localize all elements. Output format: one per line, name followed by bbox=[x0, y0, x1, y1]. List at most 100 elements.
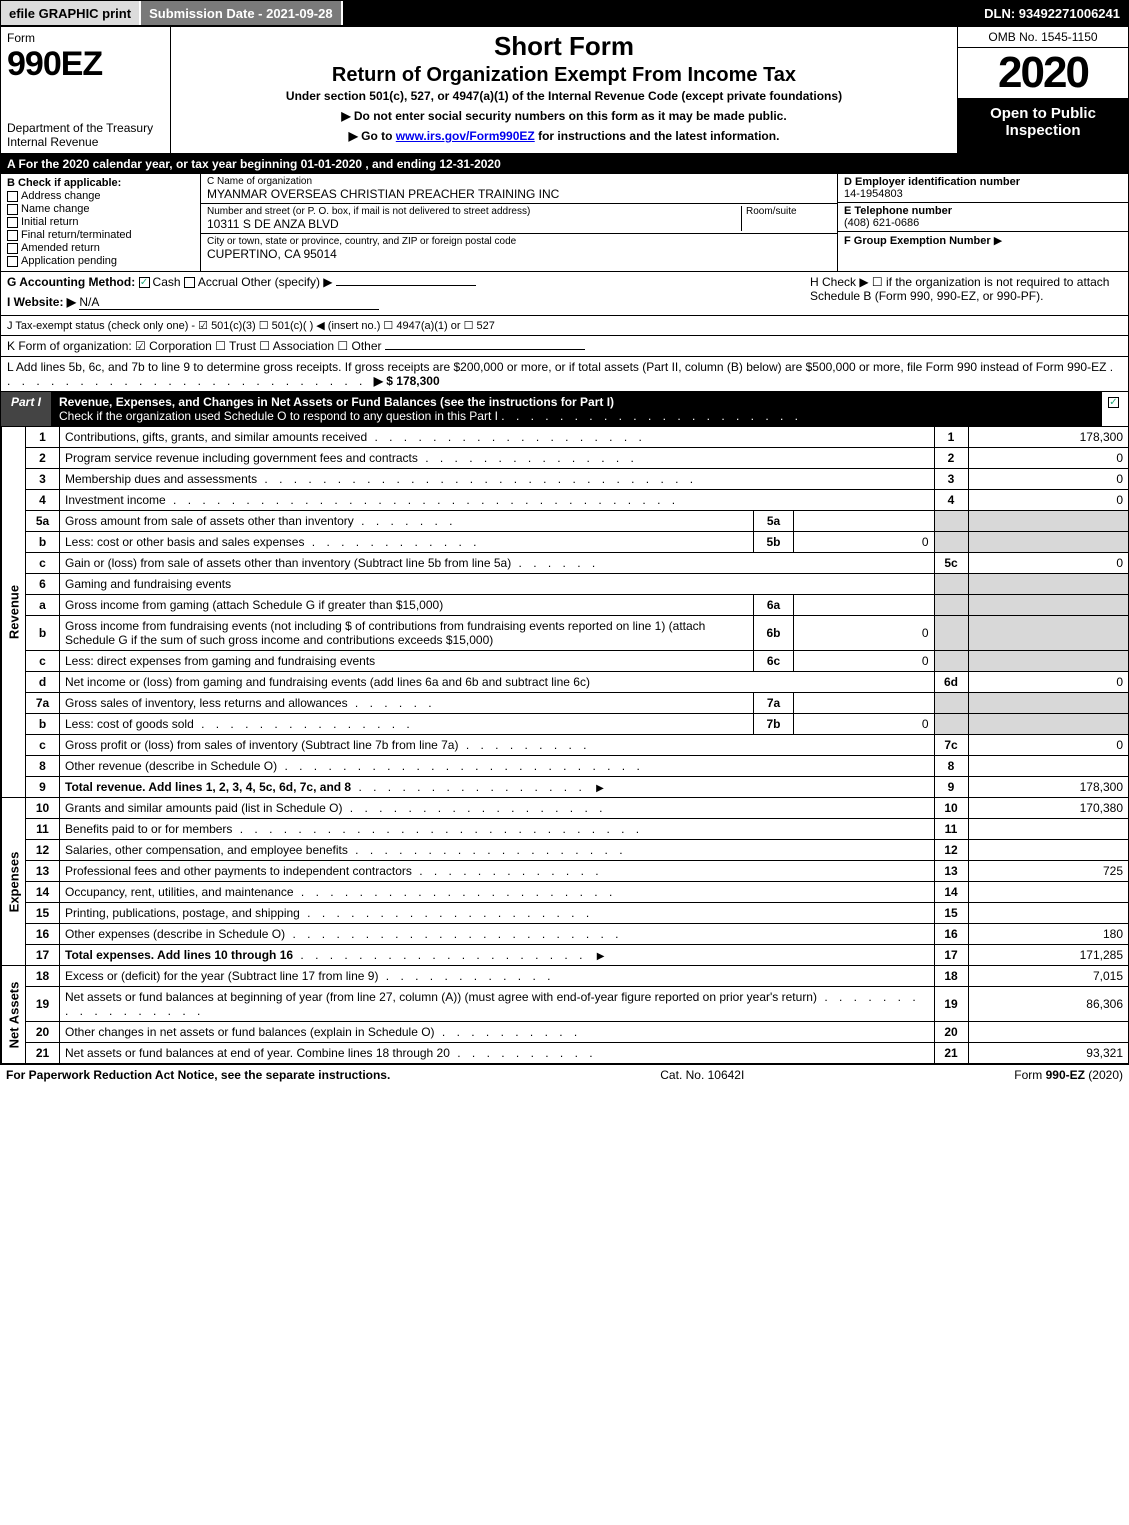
part1-checkbox[interactable] bbox=[1102, 392, 1128, 426]
chk-cash[interactable] bbox=[139, 277, 150, 288]
open-to-public: Open to Public Inspection bbox=[958, 99, 1128, 153]
line-g-h: H Check ▶ ☐ if the organization is not r… bbox=[1, 272, 1128, 316]
k-text: K Form of organization: ☑ Corporation ☐ … bbox=[7, 339, 382, 353]
irs-link[interactable]: www.irs.gov/Form990EZ bbox=[396, 129, 535, 143]
chk-initial-return[interactable]: Initial return bbox=[7, 216, 194, 228]
table-row: 6Gaming and fundraising events bbox=[2, 574, 1129, 595]
c-addr: Number and street (or P. O. box, if mail… bbox=[201, 204, 837, 234]
org-address: 10311 S DE ANZA BLVD bbox=[207, 217, 741, 231]
table-row: 12Salaries, other compensation, and empl… bbox=[2, 840, 1129, 861]
col-d: D Employer identification number 14-1954… bbox=[838, 174, 1128, 271]
c-name-label: C Name of organization bbox=[207, 176, 831, 187]
footer-left: For Paperwork Reduction Act Notice, see … bbox=[6, 1068, 390, 1082]
table-row: 14Occupancy, rent, utilities, and mainte… bbox=[2, 882, 1129, 903]
g-cash: Cash bbox=[153, 275, 181, 289]
col-c: C Name of organization MYANMAR OVERSEAS … bbox=[201, 174, 838, 271]
table-row: 8Other revenue (describe in Schedule O) … bbox=[2, 756, 1129, 777]
department: Department of the Treasury Internal Reve… bbox=[7, 121, 164, 149]
footer-right: Form 990-EZ (2020) bbox=[1014, 1068, 1123, 1082]
omb-number: OMB No. 1545-1150 bbox=[958, 27, 1128, 48]
table-row: bLess: cost or other basis and sales exp… bbox=[2, 532, 1129, 553]
org-city: CUPERTINO, CA 95014 bbox=[207, 247, 831, 261]
footer-mid: Cat. No. 10642I bbox=[660, 1068, 744, 1082]
table-row: 16Other expenses (describe in Schedule O… bbox=[2, 924, 1129, 945]
table-row: 21Net assets or fund balances at end of … bbox=[2, 1043, 1129, 1064]
c-name: C Name of organization MYANMAR OVERSEAS … bbox=[201, 174, 837, 204]
table-row: 7aGross sales of inventory, less returns… bbox=[2, 693, 1129, 714]
ein-label: D Employer identification number bbox=[844, 176, 1122, 188]
bullet-post: for instructions and the latest informat… bbox=[535, 129, 780, 143]
table-row: 4Investment income . . . . . . . . . . .… bbox=[2, 490, 1129, 511]
line-amt: 178,300 bbox=[968, 427, 1128, 448]
group-arrow-icon: ▶ bbox=[994, 235, 1002, 247]
table-row: cLess: direct expenses from gaming and f… bbox=[2, 651, 1129, 672]
e-tel: E Telephone number (408) 621-0686 bbox=[838, 203, 1128, 232]
table-row: Net Assets 18Excess or (deficit) for the… bbox=[2, 966, 1129, 987]
table-row: cGross profit or (loss) from sales of in… bbox=[2, 735, 1129, 756]
efile-print[interactable]: efile GRAPHIC print bbox=[1, 1, 141, 25]
subtitle: Under section 501(c), 527, or 4947(a)(1)… bbox=[179, 89, 949, 103]
tax-year: 2020 bbox=[958, 48, 1128, 99]
chk-address-change[interactable]: Address change bbox=[7, 190, 194, 202]
table-row: 17Total expenses. Add lines 10 through 1… bbox=[2, 945, 1129, 966]
revenue-side-label: Revenue bbox=[2, 427, 26, 798]
g-other: Other (specify) ▶ bbox=[241, 275, 332, 289]
table-row: cGain or (loss) from sale of assets othe… bbox=[2, 553, 1129, 574]
line-l: L Add lines 5b, 6c, and 7b to line 9 to … bbox=[1, 357, 1128, 392]
line-no: 1 bbox=[26, 427, 60, 448]
ein-value: 14-1954803 bbox=[844, 188, 1122, 200]
l-amount: ▶ $ 178,300 bbox=[374, 374, 440, 388]
section-bcd: B Check if applicable: Address change Na… bbox=[1, 174, 1128, 272]
part1-sub: Check if the organization used Schedule … bbox=[59, 409, 498, 423]
table-row: 5aGross amount from sale of assets other… bbox=[2, 511, 1129, 532]
col-b: B Check if applicable: Address change Na… bbox=[1, 174, 201, 271]
b-label: B Check if applicable: bbox=[7, 177, 194, 189]
title-return: Return of Organization Exempt From Incom… bbox=[179, 64, 949, 87]
table-row: dNet income or (loss) from gaming and fu… bbox=[2, 672, 1129, 693]
table-row: Revenue 1 Contributions, gifts, grants, … bbox=[2, 427, 1129, 448]
chk-accrual[interactable] bbox=[184, 277, 195, 288]
g-label: G Accounting Method: bbox=[7, 275, 135, 289]
c-city: City or town, state or province, country… bbox=[201, 234, 837, 263]
table-row: 13Professional fees and other payments t… bbox=[2, 861, 1129, 882]
tel-label: E Telephone number bbox=[844, 205, 1122, 217]
top-bar: efile GRAPHIC print Submission Date - 20… bbox=[0, 0, 1129, 26]
page-footer: For Paperwork Reduction Act Notice, see … bbox=[0, 1065, 1129, 1085]
table-row: 19Net assets or fund balances at beginni… bbox=[2, 987, 1129, 1022]
f-group: F Group Exemption Number ▶ bbox=[838, 232, 1128, 249]
header-right: OMB No. 1545-1150 2020 Open to Public In… bbox=[958, 27, 1128, 153]
bullet-link: ▶ Go to www.irs.gov/Form990EZ for instru… bbox=[179, 129, 949, 143]
bullet-pre: ▶ Go to bbox=[349, 129, 396, 143]
netassets-side-label: Net Assets bbox=[2, 966, 26, 1064]
city-label: City or town, state or province, country… bbox=[207, 236, 831, 247]
line-a: A For the 2020 calendar year, or tax yea… bbox=[1, 154, 1128, 174]
form-number: 990EZ bbox=[7, 45, 164, 84]
table-row: 3Membership dues and assessments . . . .… bbox=[2, 469, 1129, 490]
form-body: Form 990EZ Department of the Treasury In… bbox=[0, 26, 1129, 1065]
addr-label: Number and street (or P. O. box, if mail… bbox=[207, 206, 741, 217]
revenue-table: Revenue 1 Contributions, gifts, grants, … bbox=[1, 427, 1128, 1064]
room-label: Room/suite bbox=[746, 206, 831, 217]
bullet-ssn: ▶ Do not enter social security numbers o… bbox=[179, 109, 949, 123]
group-label: F Group Exemption Number bbox=[844, 235, 991, 247]
header-center: Short Form Return of Organization Exempt… bbox=[171, 27, 958, 153]
part1-title: Revenue, Expenses, and Changes in Net As… bbox=[59, 395, 614, 409]
table-row: 11Benefits paid to or for members . . . … bbox=[2, 819, 1129, 840]
line-k: K Form of organization: ☑ Corporation ☐ … bbox=[1, 336, 1128, 357]
line-rno: 1 bbox=[934, 427, 968, 448]
table-row: bGross income from fundraising events (n… bbox=[2, 616, 1129, 651]
chk-final-return[interactable]: Final return/terminated bbox=[7, 229, 194, 241]
d-ein: D Employer identification number 14-1954… bbox=[838, 174, 1128, 203]
chk-name-change[interactable]: Name change bbox=[7, 203, 194, 215]
chk-amended[interactable]: Amended return bbox=[7, 242, 194, 254]
table-row: Expenses 10Grants and similar amounts pa… bbox=[2, 798, 1129, 819]
i-label: I Website: ▶ bbox=[7, 295, 76, 309]
line-h: H Check ▶ ☐ if the organization is not r… bbox=[802, 275, 1122, 303]
chk-pending[interactable]: Application pending bbox=[7, 255, 194, 267]
expenses-side-label: Expenses bbox=[2, 798, 26, 966]
table-row: 20Other changes in net assets or fund ba… bbox=[2, 1022, 1129, 1043]
part1-title-wrap: Revenue, Expenses, and Changes in Net As… bbox=[51, 392, 1102, 426]
title-short-form: Short Form bbox=[179, 31, 949, 62]
org-name: MYANMAR OVERSEAS CHRISTIAN PREACHER TRAI… bbox=[207, 187, 831, 201]
header-left: Form 990EZ Department of the Treasury In… bbox=[1, 27, 171, 153]
